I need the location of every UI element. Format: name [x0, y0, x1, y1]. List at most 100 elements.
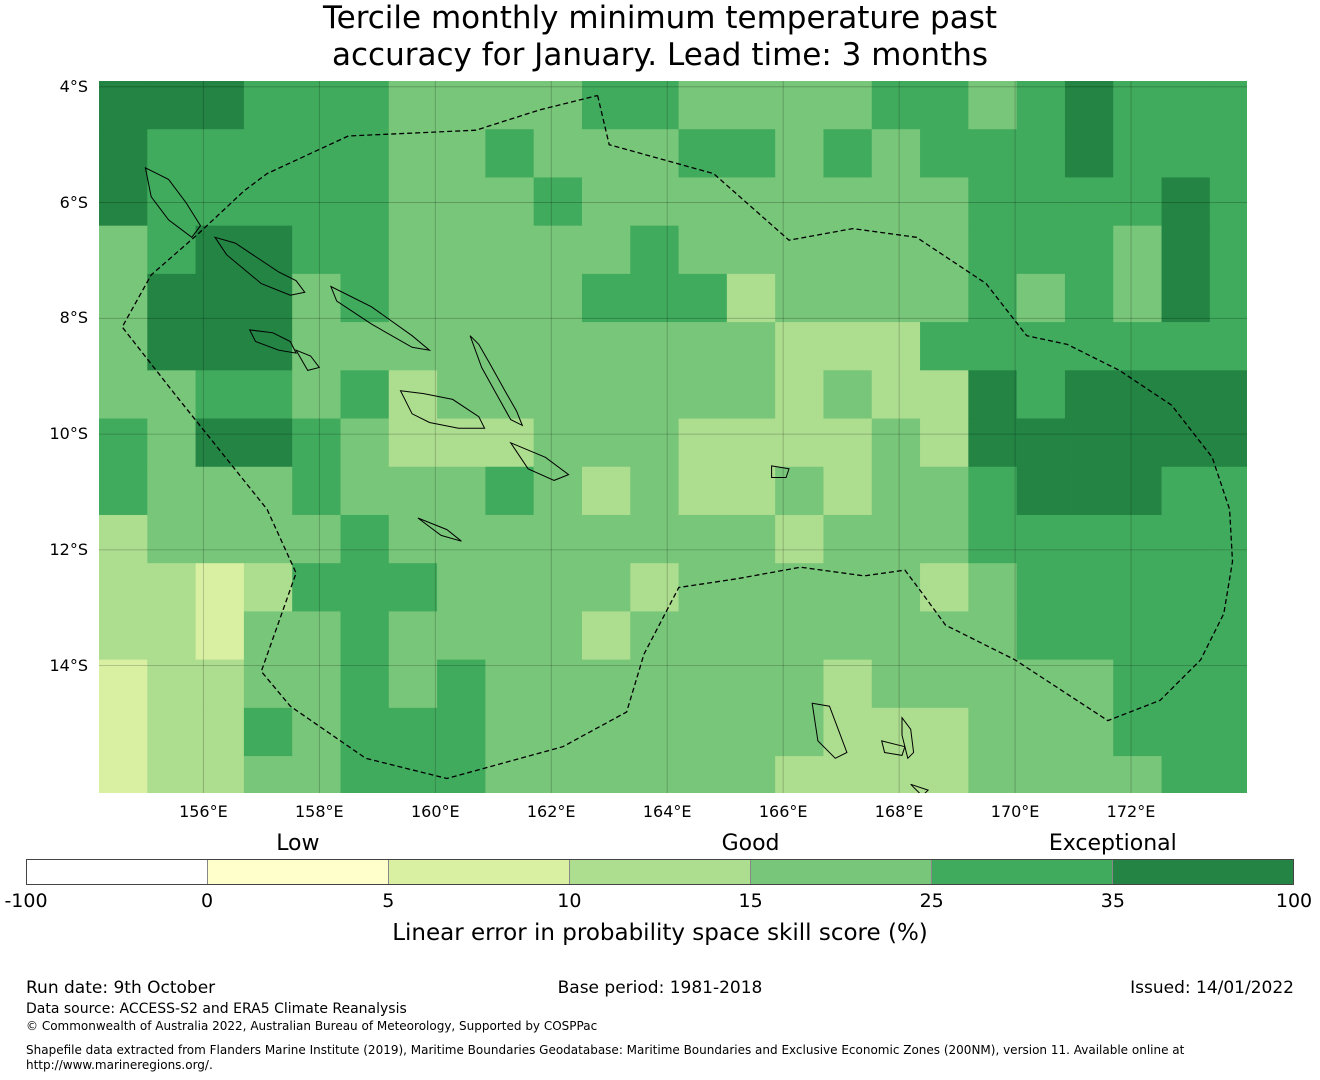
- skill-cell: [243, 81, 293, 130]
- map-title: Tercile monthly minimum temperature past…: [0, 0, 1320, 74]
- skill-cell: [871, 81, 921, 130]
- run-date: Run date: 9th October: [26, 978, 216, 998]
- skill-cell: [99, 707, 148, 757]
- skill-cell: [1113, 370, 1163, 420]
- skill-cell: [678, 418, 728, 468]
- skill-cell: [292, 273, 342, 323]
- skill-cell: [1064, 370, 1114, 420]
- colorbar-tick-label: 5: [382, 890, 395, 912]
- skill-cell: [1209, 370, 1247, 420]
- skill-cell: [920, 322, 969, 371]
- skill-cell: [1064, 273, 1114, 323]
- skill-cell: [871, 370, 921, 420]
- skill-cell: [292, 177, 342, 227]
- skill-cell: [99, 659, 148, 709]
- skill-cell: [533, 659, 583, 709]
- skill-cell: [630, 322, 680, 371]
- latitude-tick-label: 12°S: [49, 539, 88, 559]
- skill-cell: [292, 611, 342, 661]
- skill-cell: [1016, 273, 1066, 323]
- skill-cell: [292, 370, 342, 420]
- skill-cell: [726, 129, 776, 179]
- skill-cell: [968, 514, 1018, 564]
- skill-cell: [147, 756, 197, 793]
- skill-cell: [292, 418, 342, 468]
- skill-cell: [871, 322, 921, 371]
- skill-cell: [388, 514, 438, 564]
- skill-cell: [1161, 514, 1211, 564]
- skill-cell: [1016, 81, 1066, 130]
- skill-cell: [388, 418, 438, 468]
- skill-cell: [968, 177, 1018, 227]
- data-source: Data source: ACCESS-S2 and ERA5 Climate …: [26, 1001, 407, 1017]
- skill-cell: [871, 466, 921, 516]
- colorbar-segment: [1113, 860, 1293, 884]
- skill-cell: [726, 322, 776, 371]
- skill-cell: [968, 611, 1018, 661]
- colorbar-segment: [751, 860, 932, 884]
- eez-boundary-layer: [121, 94, 1234, 780]
- skill-cell: [775, 225, 825, 275]
- skill-cell: [581, 756, 631, 793]
- map-title-line-2: accuracy for January. Lead time: 3 month…: [331, 37, 988, 73]
- skill-cell: [678, 611, 728, 661]
- skill-cell: [775, 129, 825, 179]
- skill-cell: [195, 514, 245, 564]
- island-outline: [248, 329, 297, 354]
- skill-cell: [485, 370, 535, 420]
- skill-cell: [726, 514, 776, 564]
- skill-cell: [195, 177, 245, 227]
- skill-cell: [1209, 273, 1247, 323]
- skill-cell: [195, 129, 245, 179]
- skill-cell: [388, 611, 438, 661]
- skill-cell: [775, 659, 825, 709]
- skill-cell: [533, 707, 583, 757]
- skill-cell: [775, 81, 825, 130]
- skill-cell: [195, 659, 245, 709]
- skill-cell: [823, 129, 873, 179]
- skill-cell: [968, 659, 1018, 709]
- skill-cell: [1064, 514, 1114, 564]
- skill-cell: [99, 81, 148, 130]
- skill-cell: [485, 611, 535, 661]
- latitude-tick-label: 10°S: [49, 424, 88, 444]
- skill-cell: [243, 707, 293, 757]
- skill-cell: [678, 129, 728, 179]
- skill-cell: [437, 514, 486, 564]
- skill-cell: [1113, 756, 1163, 793]
- skill-cell: [775, 563, 825, 613]
- skill-cell: [726, 177, 776, 227]
- skill-cell: [437, 418, 486, 468]
- skill-cell: [99, 611, 148, 661]
- skill-cell: [340, 322, 390, 371]
- skill-cell: [99, 370, 148, 420]
- skill-cell: [292, 81, 342, 130]
- longitude-tick-label: 156°E: [179, 802, 228, 821]
- skill-cell: [1016, 659, 1066, 709]
- skill-cell: [726, 370, 776, 420]
- skill-cell: [678, 659, 728, 709]
- skill-cell: [437, 370, 486, 420]
- skill-cell: [630, 611, 680, 661]
- skill-cell: [1064, 418, 1114, 468]
- shapefile-url[interactable]: http://www.marineregions.org/.: [26, 1058, 213, 1072]
- skill-cell: [678, 322, 728, 371]
- skill-cell: [1161, 322, 1211, 371]
- skill-cell: [388, 177, 438, 227]
- skill-cell: [968, 563, 1018, 613]
- skill-cell: [485, 563, 535, 613]
- skill-cell: [630, 273, 680, 323]
- skill-cell: [1113, 659, 1163, 709]
- skill-cell: [678, 225, 728, 275]
- skill-cell: [485, 466, 535, 516]
- skill-cell: [147, 322, 197, 371]
- island-outline: [329, 285, 432, 351]
- longitude-tick-label: 160°E: [410, 802, 460, 821]
- skill-cell: [823, 466, 873, 516]
- island-outline: [417, 517, 462, 542]
- colorbar-tick-label: 0: [201, 890, 214, 912]
- skill-cell: [388, 225, 438, 275]
- longitude-tick-label: 166°E: [758, 802, 808, 821]
- skill-cell: [823, 273, 873, 323]
- skill-cell: [823, 659, 873, 709]
